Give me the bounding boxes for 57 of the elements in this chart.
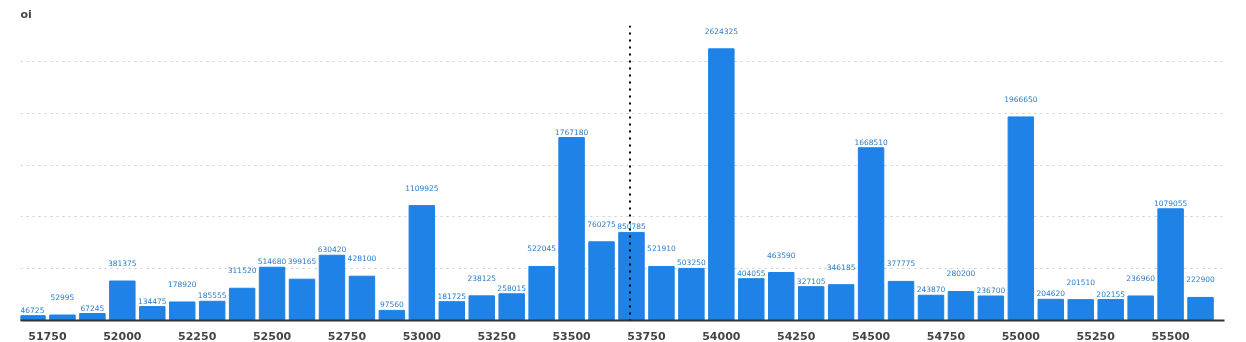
bar xyxy=(468,295,495,321)
bar xyxy=(797,286,825,321)
bar xyxy=(708,48,735,321)
bar xyxy=(857,147,885,321)
x-tick-label: 53000 xyxy=(402,329,442,342)
x-tick-label: 53250 xyxy=(477,329,517,342)
bar xyxy=(1127,295,1154,321)
bar xyxy=(738,278,765,321)
bar xyxy=(528,265,555,321)
bar xyxy=(1157,208,1184,321)
bar xyxy=(1187,296,1214,321)
bar xyxy=(378,309,406,321)
bar xyxy=(1067,299,1094,321)
x-tick-label: 55250 xyxy=(1076,329,1116,342)
x-tick-label: 54250 xyxy=(777,329,816,342)
bar xyxy=(169,301,196,321)
bar xyxy=(558,137,585,321)
bar xyxy=(618,231,645,321)
bar xyxy=(258,266,286,321)
bar xyxy=(768,272,795,321)
bar xyxy=(947,291,975,321)
x-tick-label: 51750 xyxy=(28,329,67,342)
bar xyxy=(288,278,316,321)
x-tick-label: 52500 xyxy=(252,329,292,342)
bar xyxy=(49,314,76,321)
x-tick-label: 52250 xyxy=(178,329,217,342)
bar xyxy=(648,265,675,321)
bar xyxy=(109,280,136,321)
bar xyxy=(827,284,855,321)
x-tick-label: 55500 xyxy=(1151,329,1191,342)
bar xyxy=(1097,299,1124,321)
bar xyxy=(977,295,1005,321)
x-tick-label: 54000 xyxy=(702,329,741,342)
x-tick-label: 53750 xyxy=(627,329,666,342)
bar xyxy=(139,306,166,321)
x-tick-label: 52750 xyxy=(327,329,367,342)
bar xyxy=(887,280,915,321)
bar xyxy=(498,293,525,321)
bar xyxy=(917,294,945,321)
bar xyxy=(678,267,705,321)
bar xyxy=(348,275,376,321)
x-tick-label: 54750 xyxy=(926,329,966,342)
bar xyxy=(438,301,466,321)
bar xyxy=(79,313,106,321)
bar xyxy=(228,287,256,321)
bar xyxy=(20,315,46,321)
x-tick-label: 54500 xyxy=(851,329,891,342)
bar xyxy=(198,300,226,321)
bar xyxy=(1037,298,1065,321)
bar xyxy=(588,241,615,321)
bar xyxy=(1007,116,1035,321)
chart-title: oi xyxy=(20,7,32,21)
bar xyxy=(408,205,436,321)
x-tick-label: 52000 xyxy=(103,329,142,342)
x-tick-label: 55000 xyxy=(1001,329,1041,342)
x-tick-label: 53500 xyxy=(552,329,592,342)
bar xyxy=(318,254,346,321)
